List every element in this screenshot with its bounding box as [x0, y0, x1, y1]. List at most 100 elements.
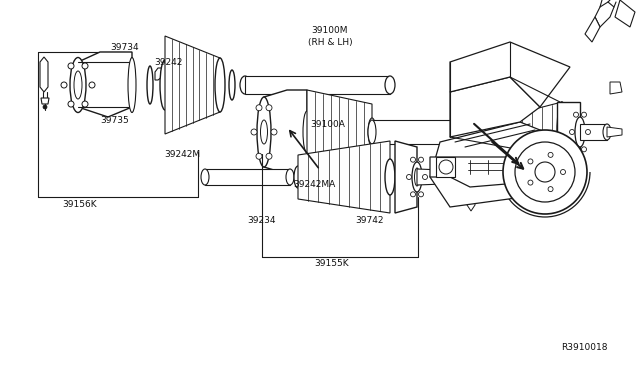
Ellipse shape: [303, 111, 311, 153]
Polygon shape: [245, 76, 390, 94]
Ellipse shape: [68, 101, 74, 107]
Polygon shape: [298, 141, 390, 213]
Polygon shape: [585, 17, 600, 42]
Ellipse shape: [256, 153, 262, 159]
Ellipse shape: [251, 129, 257, 135]
Ellipse shape: [68, 63, 74, 69]
Ellipse shape: [515, 142, 575, 202]
Polygon shape: [450, 77, 540, 137]
Polygon shape: [430, 122, 570, 207]
Ellipse shape: [422, 174, 428, 180]
Text: 39734: 39734: [111, 42, 140, 51]
Text: 39234: 39234: [248, 215, 276, 224]
Ellipse shape: [406, 174, 412, 180]
Ellipse shape: [415, 168, 419, 186]
Polygon shape: [155, 68, 162, 80]
Polygon shape: [492, 102, 562, 162]
Ellipse shape: [439, 160, 453, 174]
Ellipse shape: [229, 70, 235, 100]
Polygon shape: [165, 36, 220, 134]
Polygon shape: [450, 42, 570, 107]
Ellipse shape: [528, 159, 533, 164]
Ellipse shape: [266, 153, 272, 159]
Ellipse shape: [528, 180, 533, 185]
Ellipse shape: [419, 157, 424, 162]
Polygon shape: [557, 102, 580, 162]
Ellipse shape: [368, 118, 376, 146]
Polygon shape: [443, 172, 457, 182]
Ellipse shape: [557, 102, 567, 162]
Text: 39100M: 39100M: [312, 26, 348, 35]
Ellipse shape: [286, 169, 294, 185]
Ellipse shape: [74, 71, 82, 99]
Ellipse shape: [385, 159, 395, 195]
Ellipse shape: [535, 162, 555, 182]
Ellipse shape: [561, 170, 566, 174]
Ellipse shape: [503, 130, 587, 214]
Text: 39156K: 39156K: [63, 199, 97, 208]
Ellipse shape: [61, 82, 67, 88]
Polygon shape: [595, 2, 614, 27]
Ellipse shape: [201, 169, 209, 185]
Polygon shape: [372, 120, 492, 144]
Text: 39100A: 39100A: [310, 119, 346, 128]
Text: 39242: 39242: [154, 58, 182, 67]
Polygon shape: [395, 141, 417, 213]
Text: R3910018: R3910018: [561, 343, 607, 352]
Polygon shape: [607, 127, 622, 137]
Ellipse shape: [548, 153, 553, 157]
Ellipse shape: [385, 76, 395, 94]
Polygon shape: [205, 169, 290, 185]
Ellipse shape: [412, 162, 422, 192]
Ellipse shape: [147, 66, 153, 104]
Ellipse shape: [573, 147, 579, 152]
Ellipse shape: [440, 170, 447, 184]
Polygon shape: [307, 90, 372, 174]
Ellipse shape: [260, 120, 268, 144]
Polygon shape: [465, 143, 477, 211]
Text: 39742: 39742: [356, 215, 384, 224]
Ellipse shape: [257, 97, 271, 167]
Polygon shape: [264, 90, 307, 174]
Polygon shape: [525, 168, 532, 176]
Ellipse shape: [128, 58, 136, 112]
Ellipse shape: [410, 192, 415, 197]
Ellipse shape: [70, 58, 86, 112]
Polygon shape: [430, 157, 560, 187]
Polygon shape: [615, 0, 635, 27]
Ellipse shape: [368, 120, 376, 144]
Ellipse shape: [419, 192, 424, 197]
Ellipse shape: [603, 124, 611, 140]
Polygon shape: [78, 52, 132, 117]
Ellipse shape: [43, 105, 47, 109]
Ellipse shape: [488, 120, 496, 144]
Ellipse shape: [256, 105, 262, 111]
Polygon shape: [417, 169, 443, 185]
Text: 39155K: 39155K: [315, 260, 349, 269]
Polygon shape: [610, 82, 622, 94]
Ellipse shape: [573, 112, 579, 117]
Ellipse shape: [582, 112, 586, 117]
Polygon shape: [465, 185, 477, 191]
Ellipse shape: [82, 101, 88, 107]
Ellipse shape: [215, 58, 225, 112]
Polygon shape: [41, 98, 49, 104]
Ellipse shape: [89, 82, 95, 88]
Ellipse shape: [160, 60, 170, 110]
Text: 39242M: 39242M: [164, 150, 200, 158]
Text: (RH & LH): (RH & LH): [308, 38, 352, 46]
Ellipse shape: [586, 129, 591, 135]
Ellipse shape: [410, 157, 415, 162]
Polygon shape: [465, 163, 477, 169]
Ellipse shape: [82, 63, 88, 69]
Polygon shape: [324, 166, 332, 176]
Ellipse shape: [266, 105, 272, 111]
Polygon shape: [40, 57, 48, 92]
Polygon shape: [436, 157, 455, 177]
Ellipse shape: [240, 76, 250, 94]
Ellipse shape: [575, 117, 585, 147]
Ellipse shape: [271, 129, 277, 135]
Text: 39242MA: 39242MA: [293, 180, 335, 189]
Ellipse shape: [548, 187, 553, 192]
Ellipse shape: [294, 166, 302, 188]
